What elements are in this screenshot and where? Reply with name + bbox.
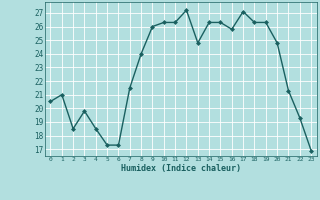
X-axis label: Humidex (Indice chaleur): Humidex (Indice chaleur) bbox=[121, 164, 241, 173]
